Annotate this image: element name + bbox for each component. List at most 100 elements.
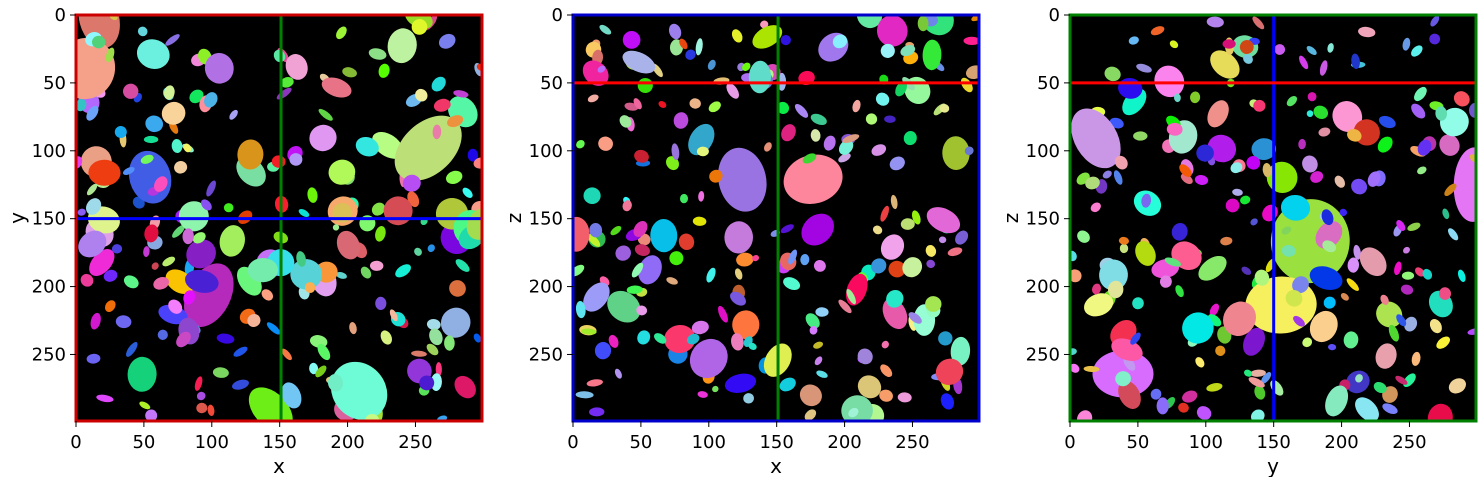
label-blob <box>1319 60 1328 76</box>
label-blob <box>426 319 441 330</box>
label-blob <box>466 207 482 240</box>
label-blob <box>696 146 709 157</box>
x-tick-label: 150 <box>262 432 296 453</box>
label-blob <box>426 343 439 356</box>
label-blob <box>1230 162 1243 174</box>
label-blob <box>707 59 716 71</box>
label-blob <box>610 225 622 236</box>
label-blob <box>1400 284 1414 295</box>
label-blob <box>780 35 791 46</box>
x-tick-label: 200 <box>827 432 861 453</box>
label-blob <box>1207 134 1237 163</box>
label-blob <box>938 331 953 346</box>
x-tick-label: 200 <box>1324 432 1358 453</box>
panel-frame <box>74 13 484 423</box>
label-blob <box>411 350 427 357</box>
label-blob <box>1173 93 1181 103</box>
label-blob <box>895 81 908 97</box>
label-blob <box>185 269 219 293</box>
label-blob <box>447 115 464 128</box>
label-blob <box>783 277 801 291</box>
label-blob <box>926 259 936 269</box>
label-blob <box>1248 377 1265 388</box>
label-blob <box>911 210 921 225</box>
label-blob <box>942 136 970 170</box>
label-blob <box>1189 91 1201 104</box>
label-blob <box>171 139 183 153</box>
label-blob <box>619 115 632 128</box>
label-blob <box>1136 63 1152 73</box>
label-blob <box>732 310 760 339</box>
label-blob <box>666 277 678 285</box>
label-blob <box>1429 33 1441 45</box>
label-blob <box>1414 86 1427 102</box>
label-blob <box>1083 365 1100 373</box>
label-blob <box>939 103 950 113</box>
label-blob <box>1250 218 1258 226</box>
label-blob <box>1435 106 1448 121</box>
label-blob <box>298 208 310 218</box>
label-blob <box>810 129 821 142</box>
label-blob <box>212 367 229 378</box>
label-blob <box>1281 244 1296 257</box>
label-blob <box>783 154 843 205</box>
label-blob <box>1318 127 1331 137</box>
panel-yz: 0 50 100 150 200 250 0 50 100 150 200 250 y z <box>999 5 1478 477</box>
x-tick-label: 100 <box>692 432 726 453</box>
label-blob <box>247 257 278 283</box>
label-blob <box>161 101 186 125</box>
label-blob <box>1315 221 1343 249</box>
label-blob <box>1182 390 1198 403</box>
label-blob <box>196 402 208 414</box>
label-blob <box>614 368 622 379</box>
label-blob <box>871 258 887 274</box>
label-blob <box>1085 176 1100 190</box>
y-axis-label: y <box>5 212 29 224</box>
label-blob <box>1307 92 1317 102</box>
label-blob <box>902 257 923 278</box>
label-blob <box>368 48 387 60</box>
label-blob <box>223 203 234 213</box>
label-blob <box>1438 287 1452 300</box>
y-tick-label: 150 <box>32 209 66 230</box>
label-blob <box>638 255 662 285</box>
label-blob <box>1328 343 1337 351</box>
y-axis-label: z <box>999 213 1023 224</box>
label-blob <box>1225 198 1240 213</box>
label-blob <box>1150 26 1165 36</box>
label-blob <box>1302 337 1313 348</box>
label-blob <box>1246 156 1261 170</box>
label-blob <box>206 180 216 197</box>
x-axis-label: x <box>273 454 285 477</box>
label-blob <box>679 38 688 50</box>
label-blob <box>801 213 834 246</box>
label-blob <box>1325 385 1349 417</box>
label-blob <box>1194 175 1209 185</box>
label-blob <box>908 312 922 324</box>
label-blob <box>151 262 159 270</box>
label-blob <box>1198 255 1227 281</box>
label-blob <box>607 290 641 323</box>
label-blob <box>88 159 121 186</box>
label-blob <box>1132 297 1144 310</box>
label-blob <box>654 333 667 344</box>
label-blob <box>631 262 644 278</box>
label-blob <box>145 409 158 421</box>
label-blob <box>903 131 917 146</box>
label-blob <box>1402 37 1411 51</box>
label-blob <box>1102 170 1112 179</box>
label-blob <box>900 218 915 230</box>
label-blob <box>626 285 643 294</box>
label-blob <box>1377 136 1393 153</box>
label-blob <box>880 364 893 378</box>
label-blob <box>718 305 728 323</box>
label-blob <box>1358 26 1376 38</box>
label-blob <box>1453 91 1470 107</box>
label-blob <box>435 362 442 377</box>
label-blob <box>1411 103 1426 119</box>
label-blob <box>736 252 754 267</box>
label-blob <box>431 76 446 92</box>
y-tick-label: 250 <box>32 344 66 365</box>
label-blob <box>673 112 689 129</box>
label-blob <box>1232 188 1243 196</box>
